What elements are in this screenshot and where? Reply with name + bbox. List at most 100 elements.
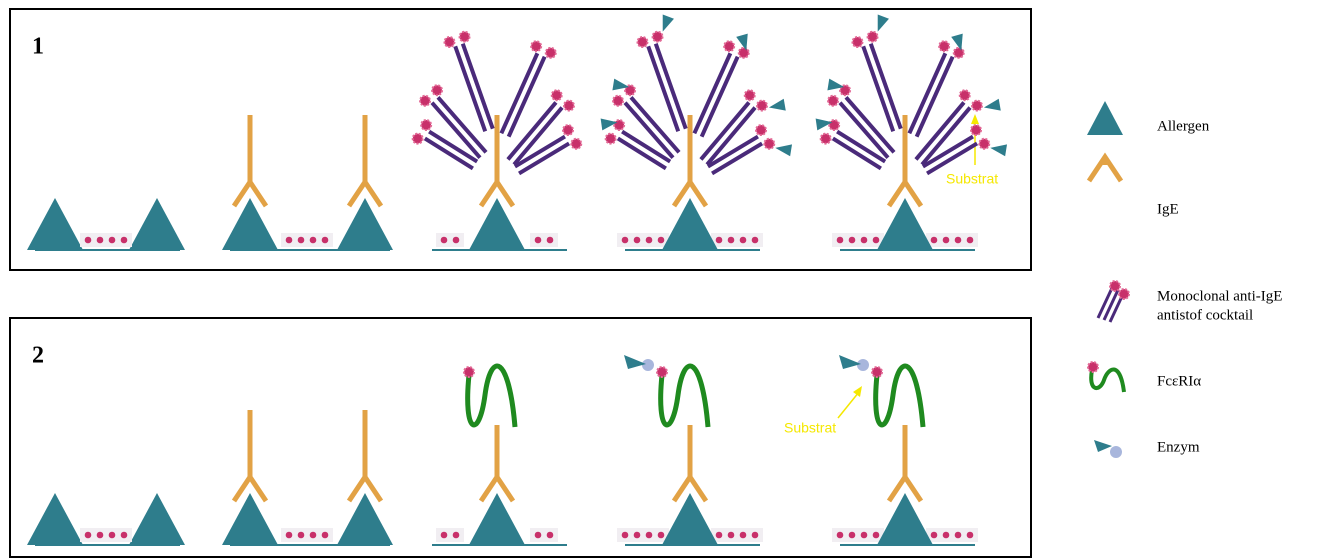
marker [1119,289,1129,299]
allergen [662,198,718,250]
marker [971,125,981,135]
marker [757,101,767,111]
dot-bg [530,233,558,247]
arrow-head [971,114,979,124]
receptor [661,366,708,427]
allergen [27,493,83,545]
allergen [337,198,393,250]
dot [453,532,460,539]
dot [716,532,723,539]
marker [614,120,624,130]
enzyme [990,144,1007,156]
marker [954,48,964,58]
dot [298,237,305,244]
marker [637,37,647,47]
antibody [916,102,964,159]
antibody [631,97,679,152]
dot [85,532,92,539]
dot-bg [436,233,464,247]
dot [121,237,128,244]
panel-number: 1 [32,34,44,60]
dot [716,237,723,244]
marker [613,96,623,106]
allergen [877,198,933,250]
antibody [846,97,894,152]
dot [298,532,305,539]
legend-label: Enzym [1157,439,1200,455]
antibody [438,97,486,152]
dot [931,532,938,539]
allergen [337,493,393,545]
antibody [1098,288,1112,318]
dot [547,237,554,244]
allergen [222,198,278,250]
antibody [909,53,945,133]
dot-bg [436,528,464,542]
receptor [1091,369,1124,392]
allergen [469,493,525,545]
dot [310,532,317,539]
marker [764,139,774,149]
dot [322,237,329,244]
enzyme [769,99,786,111]
marker [432,85,442,95]
dot [837,237,844,244]
enzyme [1110,446,1122,458]
dot [658,532,665,539]
marker [420,96,430,106]
dot [931,237,938,244]
marker [460,32,470,42]
allergen [469,198,525,250]
allergen [222,493,278,545]
substrate-label: Substrat [946,171,998,187]
legend-label: Monoclonal anti-IgE [1157,288,1282,304]
dot [752,237,759,244]
marker [464,367,474,377]
dot [453,237,460,244]
dot [837,532,844,539]
dot [740,532,747,539]
marker [739,48,749,58]
dot [849,237,856,244]
antibody [922,108,970,165]
marker [868,32,878,42]
panel-number: 2 [32,343,44,369]
dot [547,532,554,539]
marker [657,367,667,377]
enzyme [857,359,869,371]
enzyme [878,15,889,32]
dot [97,237,104,244]
antibody [701,102,749,159]
dot [752,532,759,539]
dot [728,532,735,539]
dot [967,237,974,244]
marker [413,134,423,144]
enzyme [642,359,654,371]
marker [1110,281,1120,291]
marker [724,41,734,51]
marker [606,134,616,144]
enzyme [775,144,792,156]
dot [943,237,950,244]
marker [756,125,766,135]
dot [740,237,747,244]
antibody [501,53,537,133]
receptor [876,366,923,427]
receptor [468,366,515,427]
page: {"panels": [{"label": "1", "annotation":… [0,0,1327,560]
dot [955,237,962,244]
dot [634,532,641,539]
dot [646,532,653,539]
dot [109,237,116,244]
marker [563,125,573,135]
dot [658,237,665,244]
substrate-label: Substrat [784,420,836,436]
diagram: 1 2 Substrat Substrat Allergen IgE Monoc… [0,0,1327,560]
antibody [514,108,562,165]
dot [310,237,317,244]
legend-label: Allergen [1157,118,1210,134]
dot [286,237,293,244]
marker [552,90,562,100]
antibody [508,102,556,159]
marker [531,41,541,51]
